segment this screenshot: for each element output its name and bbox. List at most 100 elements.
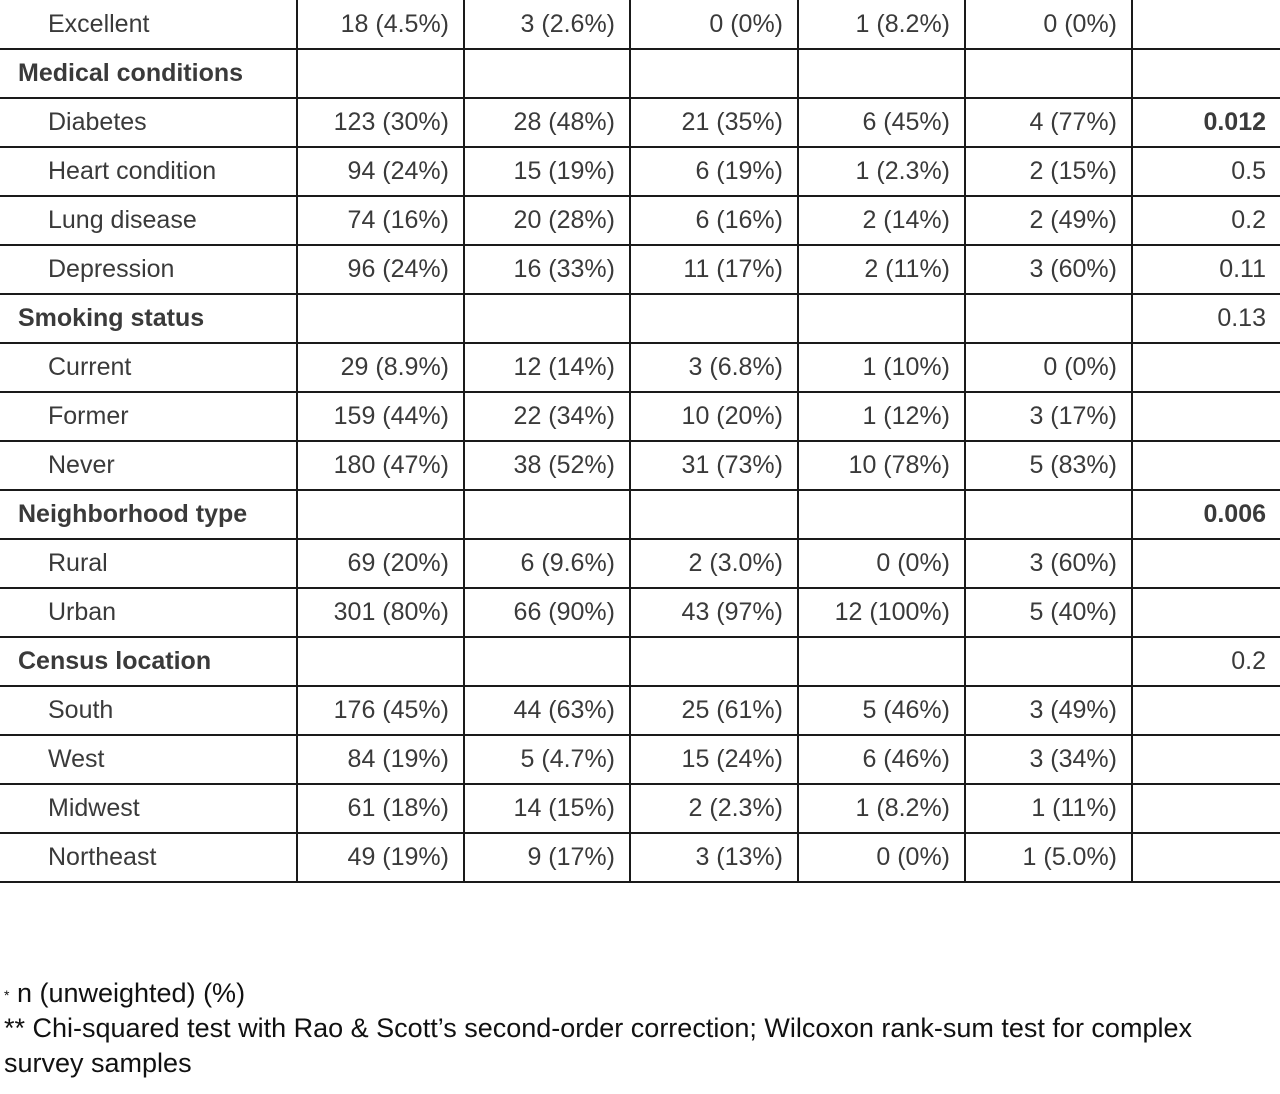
group-2-cell: 22 (34%) <box>463 391 631 442</box>
group-2-cell <box>463 48 631 99</box>
group-2-cell: 20 (28%) <box>463 195 631 246</box>
group-1-cell: 49 (19%) <box>296 832 465 883</box>
row-label: South <box>0 685 298 736</box>
table-row: West 84 (19%) 5 (4.7%) 15 (24%) 6 (46%) 3 (34… <box>0 734 1280 785</box>
group-5-cell: 4 (77%) <box>964 97 1133 148</box>
group-4-cell: 1 (10%) <box>797 342 966 393</box>
group-1-cell: 61 (18%) <box>296 783 465 834</box>
p-value-cell <box>1131 391 1280 442</box>
p-value-cell: 0.006 <box>1131 489 1280 540</box>
p-value-cell <box>1131 342 1280 393</box>
group-3-cell: 21 (35%) <box>629 97 799 148</box>
group-2-cell <box>463 293 631 344</box>
p-value-cell: 0.13 <box>1131 293 1280 344</box>
p-value-cell <box>1131 832 1280 883</box>
group-3-cell <box>629 48 799 99</box>
group-4-cell: 5 (46%) <box>797 685 966 736</box>
group-2-cell: 16 (33%) <box>463 244 631 295</box>
group-2-cell: 66 (90%) <box>463 587 631 638</box>
group-1-cell: 74 (16%) <box>296 195 465 246</box>
group-4-cell: 0 (0%) <box>797 538 966 589</box>
group-4-cell: 2 (11%) <box>797 244 966 295</box>
table-row: South 176 (45%) 44 (63%) 25 (61%) 5 (46%) 3 (… <box>0 685 1280 736</box>
group-5-cell <box>964 293 1133 344</box>
group-4-cell <box>797 293 966 344</box>
group-5-cell: 2 (49%) <box>964 195 1133 246</box>
group-5-cell: 2 (15%) <box>964 146 1133 197</box>
section-label: Medical conditions <box>0 48 298 99</box>
row-label: Midwest <box>0 783 298 834</box>
row-label: Former <box>0 391 298 442</box>
table-row: Never 180 (47%) 38 (52%) 31 (73%) 10 (78%) 5 … <box>0 440 1280 491</box>
table-row: Northeast 49 (19%) 9 (17%) 3 (13%) 0 (0%) 1 (… <box>0 832 1280 883</box>
group-1-cell: 176 (45%) <box>296 685 465 736</box>
group-4-cell: 6 (45%) <box>797 97 966 148</box>
group-3-cell: 0 (0%) <box>629 0 799 50</box>
section-label: Neighborhood type <box>0 489 298 540</box>
p-value-cell <box>1131 48 1280 99</box>
group-4-cell: 6 (46%) <box>797 734 966 785</box>
p-value-cell <box>1131 440 1280 491</box>
group-3-cell: 2 (3.0%) <box>629 538 799 589</box>
p-value-cell: 0.2 <box>1131 636 1280 687</box>
group-1-cell: 29 (8.9%) <box>296 342 465 393</box>
group-4-cell: 10 (78%) <box>797 440 966 491</box>
group-1-cell: 94 (24%) <box>296 146 465 197</box>
group-2-cell: 28 (48%) <box>463 97 631 148</box>
group-5-cell <box>964 48 1133 99</box>
group-5-cell: 1 (5.0%) <box>964 832 1133 883</box>
group-5-cell: 5 (83%) <box>964 440 1133 491</box>
table-row: Midwest 61 (18%) 14 (15%) 2 (2.3%) 1 (8.2%) 1… <box>0 783 1280 834</box>
p-value-cell <box>1131 538 1280 589</box>
group-2-cell: 44 (63%) <box>463 685 631 736</box>
group-3-cell: 15 (24%) <box>629 734 799 785</box>
data-table: Excellent 18 (4.5%) 3 (2.6%) 0 (0%) 1 (8.2%)… <box>0 0 1280 883</box>
p-value-cell: 0.2 <box>1131 195 1280 246</box>
table-row: Heart condition 94 (24%) 15 (19%) 6 (19%) 1 … <box>0 146 1280 197</box>
group-3-cell <box>629 489 799 540</box>
p-value-cell <box>1131 0 1280 50</box>
row-label: Northeast <box>0 832 298 883</box>
group-4-cell: 0 (0%) <box>797 832 966 883</box>
group-3-cell: 3 (6.8%) <box>629 342 799 393</box>
section-label: Census location <box>0 636 298 687</box>
group-4-cell: 1 (8.2%) <box>797 783 966 834</box>
row-label: Excellent <box>0 0 298 50</box>
group-4-cell: 1 (12%) <box>797 391 966 442</box>
group-3-cell: 43 (97%) <box>629 587 799 638</box>
group-1-cell: 301 (80%) <box>296 587 465 638</box>
group-2-cell: 3 (2.6%) <box>463 0 631 50</box>
group-4-cell <box>797 489 966 540</box>
group-2-cell: 38 (52%) <box>463 440 631 491</box>
p-value-cell: 0.012 <box>1131 97 1280 148</box>
group-5-cell <box>964 489 1133 540</box>
footnote-unweighted: * n (unweighted) (%) <box>4 976 1276 1011</box>
group-2-cell: 6 (9.6%) <box>463 538 631 589</box>
table-row: Former 159 (44%) 22 (34%) 10 (20%) 1 (12%) 3 … <box>0 391 1280 442</box>
group-2-cell <box>463 636 631 687</box>
footnotes: * n (unweighted) (%) ** Chi-squared test… <box>4 976 1276 1081</box>
p-value-cell <box>1131 783 1280 834</box>
row-label: Lung disease <box>0 195 298 246</box>
group-2-cell: 14 (15%) <box>463 783 631 834</box>
group-1-cell: 180 (47%) <box>296 440 465 491</box>
table-row: Rural 69 (20%) 6 (9.6%) 2 (3.0%) 0 (0%) 3 (60… <box>0 538 1280 589</box>
section-header-row: Smoking status 0.13 <box>0 293 1280 344</box>
section-header-row: Neighborhood type 0.006 <box>0 489 1280 540</box>
table-row: Excellent 18 (4.5%) 3 (2.6%) 0 (0%) 1 (8.2%)… <box>0 0 1280 50</box>
section-header-row: Medical conditions <box>0 48 1280 99</box>
group-5-cell: 3 (34%) <box>964 734 1133 785</box>
group-1-cell <box>296 293 465 344</box>
group-1-cell: 69 (20%) <box>296 538 465 589</box>
group-2-cell: 15 (19%) <box>463 146 631 197</box>
p-value-cell: 0.5 <box>1131 146 1280 197</box>
footnote-marker: * <box>4 987 10 1003</box>
group-5-cell: 0 (0%) <box>964 0 1133 50</box>
group-5-cell: 3 (49%) <box>964 685 1133 736</box>
group-2-cell <box>463 489 631 540</box>
row-label: Rural <box>0 538 298 589</box>
row-label: Diabetes <box>0 97 298 148</box>
p-value-cell <box>1131 734 1280 785</box>
group-1-cell: 123 (30%) <box>296 97 465 148</box>
group-5-cell: 3 (17%) <box>964 391 1133 442</box>
